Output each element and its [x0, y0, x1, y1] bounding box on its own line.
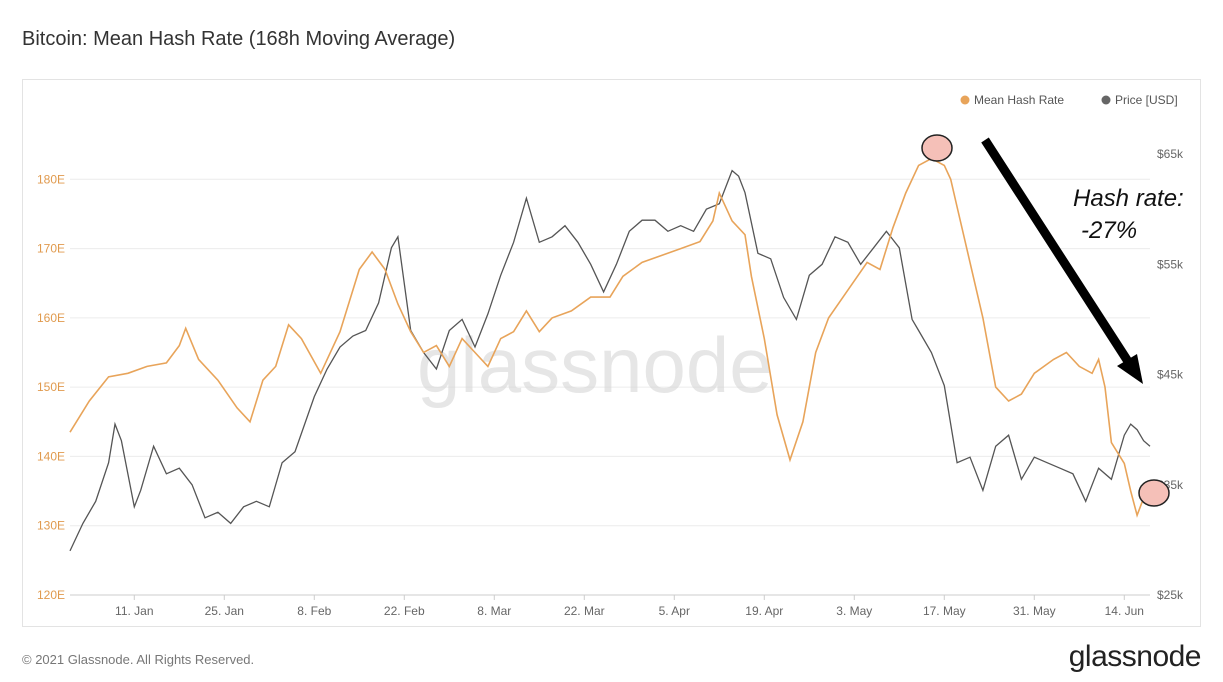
annotation-peak-circle — [921, 134, 953, 162]
y-left-tick-label: 150E — [37, 380, 65, 394]
x-tick-label: 11. Jan — [115, 604, 153, 618]
price-series-line — [69, 169, 1151, 552]
y-left-tick-label: 130E — [37, 519, 65, 533]
x-tick-label: 3. May — [836, 604, 872, 618]
y-left-tick-label: 140E — [37, 449, 65, 463]
annotation-arrow — [981, 137, 1143, 384]
x-tick-label: 8. Feb — [297, 604, 331, 618]
y-right-tick-label: $25k — [1157, 588, 1184, 602]
chart-panel: glassnode 120E 130E 140E 150E 160E 170E 180E $… — [22, 79, 1201, 627]
y-left-tick-label: 180E — [37, 172, 65, 186]
y-left-tick-label: 120E — [37, 588, 65, 602]
x-tick-label: 22. Feb — [384, 604, 425, 618]
annotation-text-line1: Hash rate: — [1073, 185, 1184, 212]
chart-title: Bitcoin: Mean Hash Rate (168h Moving Ave… — [22, 28, 456, 50]
legend-price-label: Price [USD] — [1115, 93, 1178, 107]
y-left-tick-label: 160E — [37, 311, 65, 325]
watermark-text: glassnode — [417, 321, 773, 409]
x-tick-label: 17. May — [923, 604, 966, 618]
y-right-tick-label: $45k — [1157, 368, 1184, 382]
chart-svg: glassnode 120E 130E 140E 150E 160E 170E 180E $… — [37, 93, 1184, 618]
annotation-low-circle — [1138, 479, 1170, 507]
x-axis: 11. Jan 25. Jan 8. Feb 22. Feb 8. Mar 22. Mar… — [115, 595, 1144, 618]
y-axis-right: $25k$35k$45k$55k$65k — [1157, 147, 1184, 602]
copyright-footer: © 2021 Glassnode. All Rights Reserved. — [22, 652, 255, 667]
y-right-tick-label: $65k — [1157, 147, 1184, 161]
x-tick-label: 25. Jan — [205, 604, 244, 618]
legend-hash-marker — [960, 95, 970, 105]
legend: Mean Hash Rate Price [USD] — [960, 93, 1178, 107]
x-tick-label: 8. Mar — [477, 604, 511, 618]
hash-rate-series-line — [69, 157, 1151, 518]
y-left-tick-label: 170E — [37, 242, 65, 256]
brand-logo: glassnode — [1068, 640, 1202, 673]
x-tick-label: 31. May — [1013, 604, 1056, 618]
annotation-text-line2: -27% — [1081, 217, 1137, 244]
y-axis-left: 120E 130E 140E 150E 160E 170E 180E — [37, 172, 65, 602]
grid-lines — [70, 178, 1150, 596]
legend-hash-label: Mean Hash Rate — [974, 93, 1064, 107]
x-tick-label: 5. Apr — [659, 604, 690, 618]
y-right-tick-label: $55k — [1157, 257, 1184, 271]
x-tick-label: 22. Mar — [564, 604, 605, 618]
legend-price-marker — [1101, 95, 1111, 105]
x-tick-label: 19. Apr — [745, 604, 783, 618]
x-tick-label: 14. Jun — [1105, 604, 1144, 618]
